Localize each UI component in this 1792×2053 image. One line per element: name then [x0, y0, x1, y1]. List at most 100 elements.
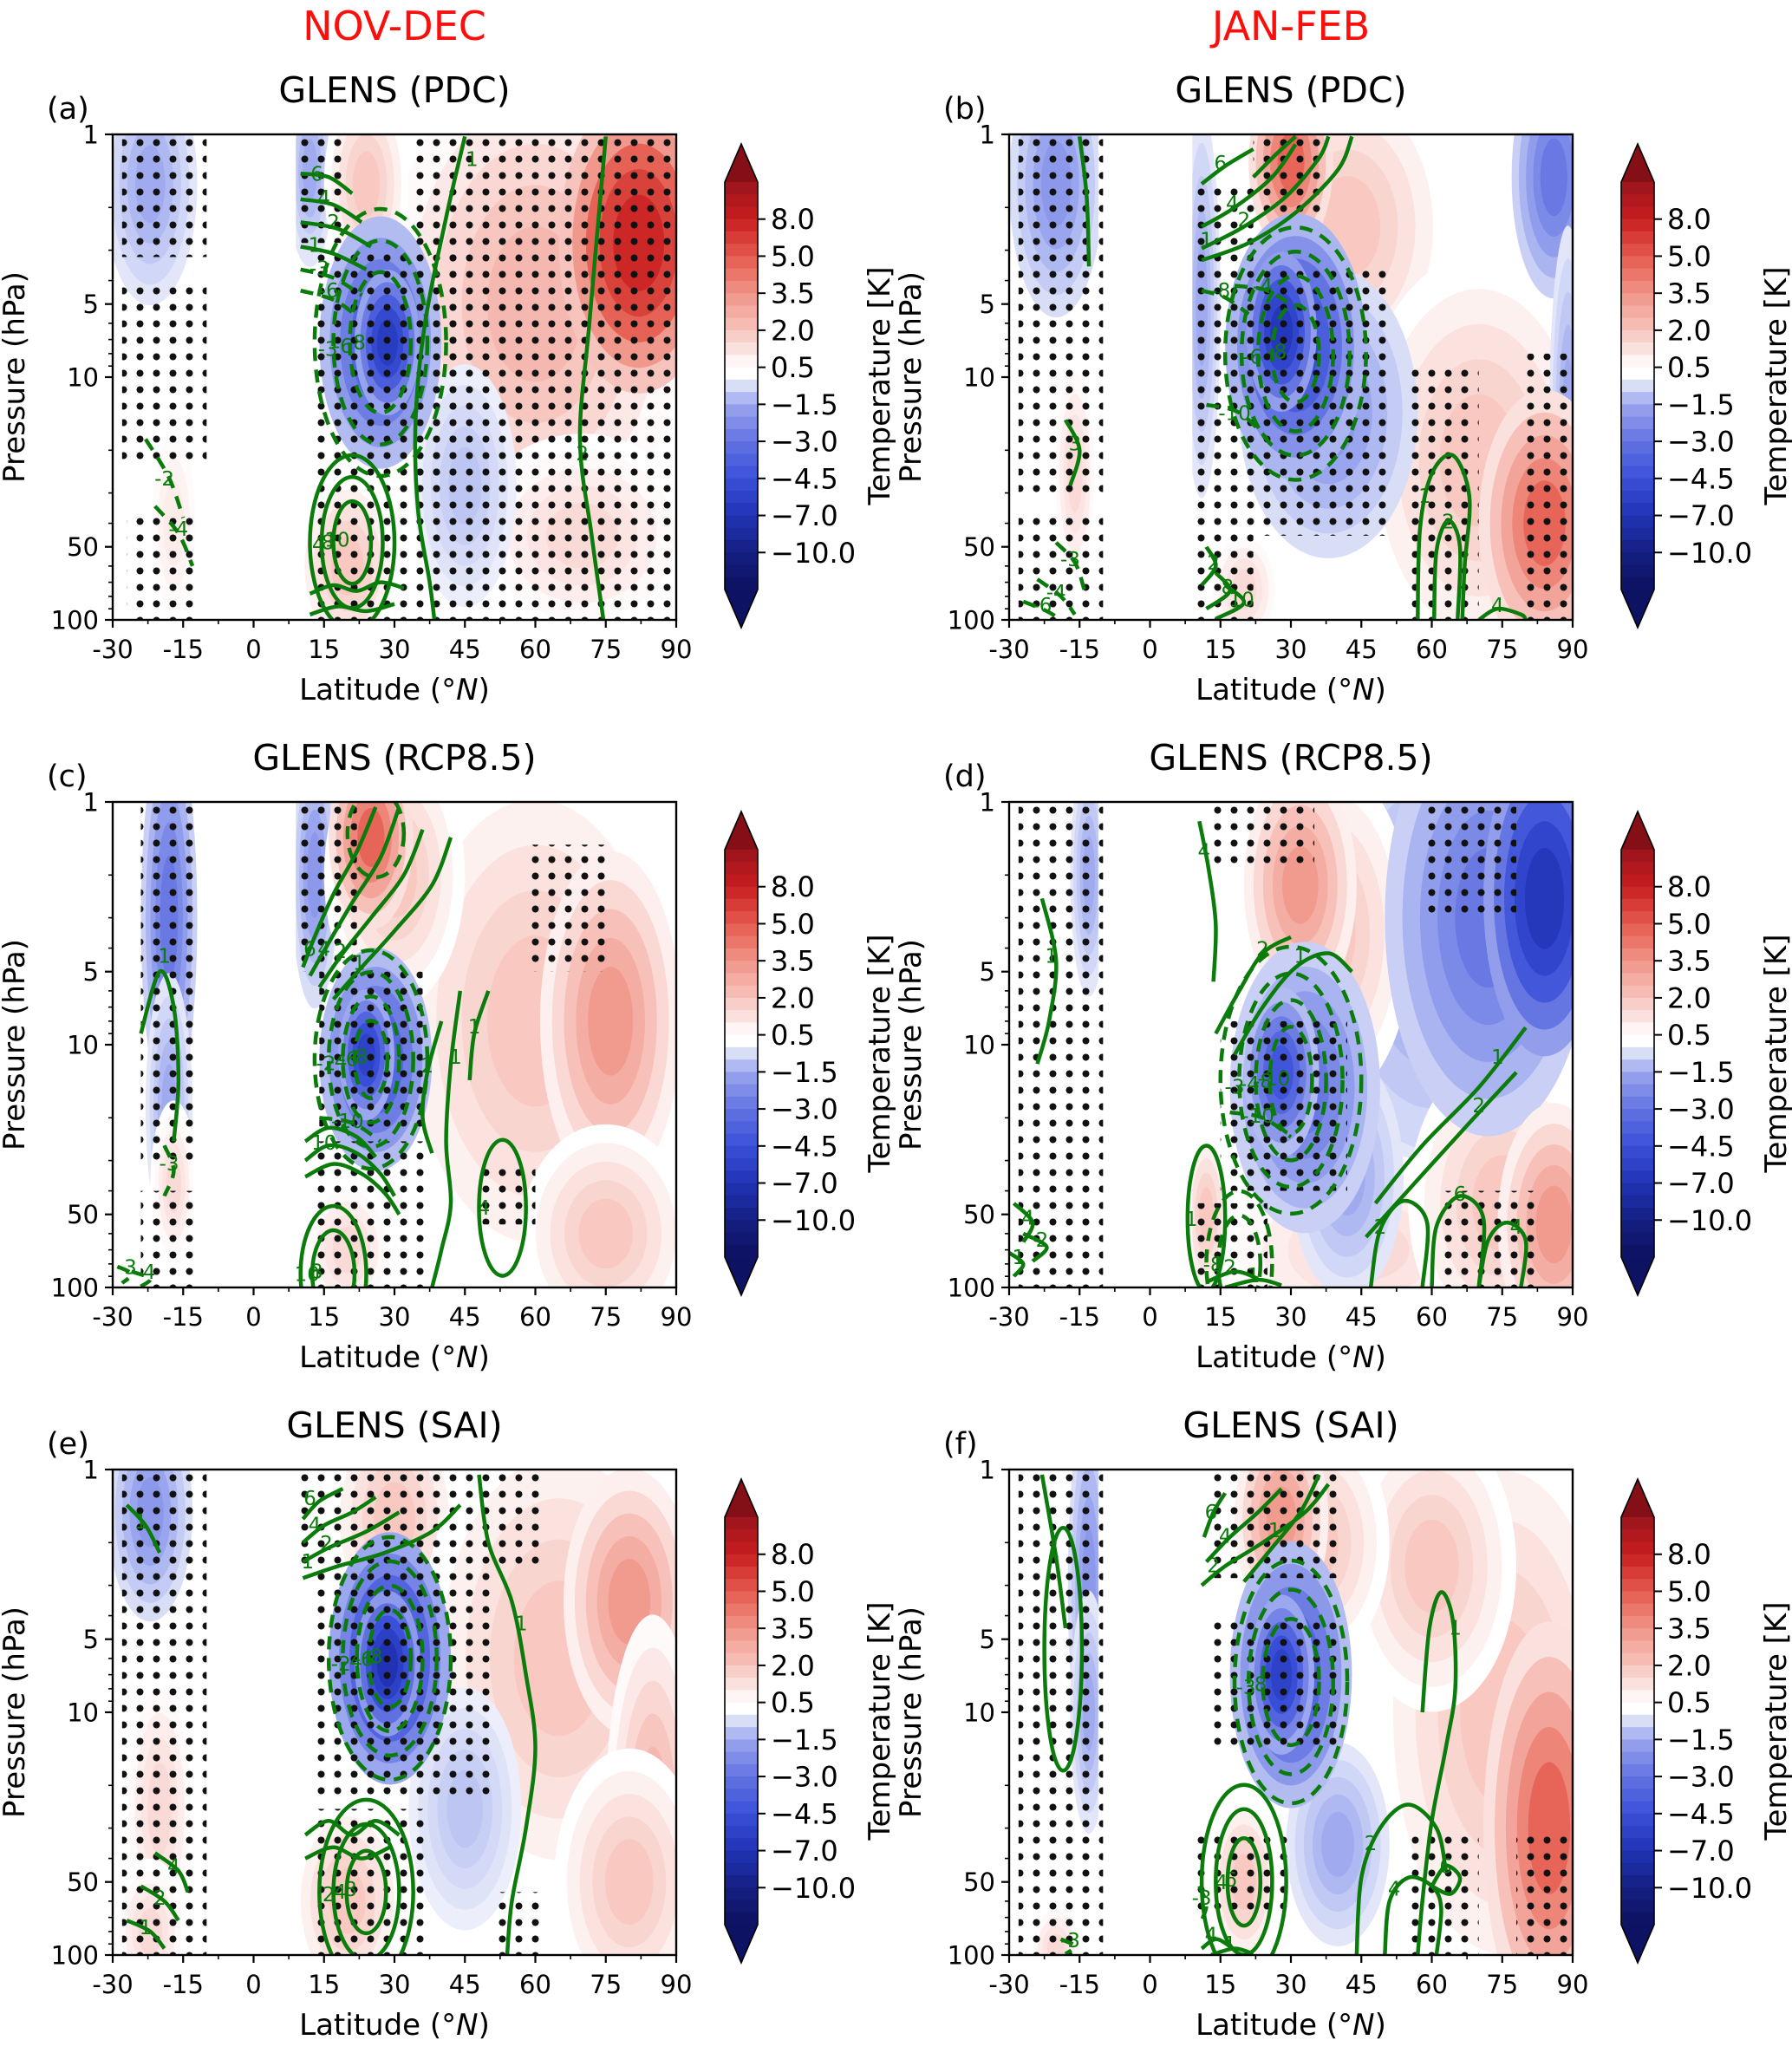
svg-text:60: 60	[519, 1302, 551, 1332]
svg-text:10: 10	[963, 1698, 995, 1727]
svg-text:50: 50	[963, 532, 995, 562]
svg-text:-3: -3	[1225, 1076, 1245, 1098]
svg-text:2.0: 2.0	[1667, 981, 1711, 1014]
svg-text:-6: -6	[354, 1648, 374, 1671]
wind-contour-layer	[143, 135, 608, 620]
svg-text:1: 1	[83, 1455, 99, 1484]
svg-text:5: 5	[83, 1625, 99, 1654]
svg-text:30: 30	[1275, 1302, 1307, 1332]
svg-text:6: 6	[1439, 1856, 1452, 1879]
masked-latitude-band	[1098, 802, 1193, 1287]
svg-text:1: 1	[980, 1455, 995, 1484]
svg-text:-8: -8	[346, 332, 366, 355]
x-axis-label: Latitude (°N)	[299, 1340, 490, 1375]
svg-text:1: 1	[1268, 1520, 1281, 1542]
svg-text:2: 2	[1442, 512, 1455, 534]
svg-text:8: 8	[1222, 577, 1235, 599]
svg-text:−1.5: −1.5	[1667, 388, 1735, 421]
svg-text:100: 100	[948, 1940, 995, 1970]
svg-text:30: 30	[379, 1302, 411, 1332]
svg-text:0: 0	[1142, 635, 1157, 664]
svg-text:5.0: 5.0	[1667, 908, 1711, 941]
svg-text:-6: -6	[1032, 595, 1052, 617]
svg-text:1: 1	[158, 946, 171, 968]
svg-text:100: 100	[948, 1273, 995, 1302]
panel-title: GLENS (SAI)	[1183, 1405, 1399, 1446]
svg-text:4: 4	[317, 187, 330, 210]
svg-text:1: 1	[515, 1613, 528, 1636]
svg-text:0: 0	[245, 1970, 261, 1999]
svg-text:2: 2	[421, 1055, 434, 1078]
svg-text:4: 4	[1205, 1924, 1218, 1946]
svg-text:-4: -4	[342, 1651, 362, 1673]
svg-text:-4: -4	[168, 518, 188, 541]
panel-letter: (a)	[47, 92, 89, 127]
svg-text:90: 90	[1557, 1970, 1589, 1999]
colorbar-label: Temperature [K]	[1759, 1601, 1792, 1841]
svg-text:45: 45	[1346, 1302, 1378, 1332]
svg-text:30: 30	[379, 1970, 411, 1999]
svg-text:2.0: 2.0	[771, 314, 815, 347]
y-axis-label: Pressure (hPa)	[0, 1607, 32, 1818]
x-axis-label: Latitude (°N)	[1196, 1340, 1386, 1375]
svg-text:10: 10	[67, 1698, 99, 1727]
svg-text:-15: -15	[163, 1302, 204, 1332]
svg-text:2.0: 2.0	[1667, 1649, 1711, 1682]
svg-text:-3: -3	[1236, 1677, 1256, 1699]
svg-text:1: 1	[468, 1016, 481, 1039]
svg-text:3.5: 3.5	[1667, 277, 1711, 310]
svg-text:2: 2	[1223, 1256, 1236, 1279]
svg-text:100: 100	[51, 1273, 99, 1302]
masked-latitude-band	[201, 134, 296, 620]
svg-text:45: 45	[449, 635, 481, 664]
colorbar-label: Temperature [K]	[1759, 266, 1792, 505]
svg-text:1: 1	[1294, 946, 1307, 968]
svg-text:10: 10	[295, 1263, 320, 1286]
svg-text:5.0: 5.0	[771, 908, 815, 941]
svg-text:−3.0: −3.0	[771, 1093, 838, 1126]
svg-text:8.0: 8.0	[1667, 870, 1711, 903]
svg-text:10: 10	[324, 530, 349, 552]
svg-text:-6: -6	[333, 336, 353, 358]
svg-text:8.0: 8.0	[771, 870, 815, 903]
svg-text:−4.5: −4.5	[1667, 1130, 1735, 1163]
svg-text:3.5: 3.5	[771, 1613, 815, 1646]
svg-text:15: 15	[1204, 1302, 1236, 1332]
panel-title: GLENS (SAI)	[286, 1405, 503, 1446]
stippling-layer	[1018, 802, 1535, 1287]
svg-text:4: 4	[1491, 595, 1504, 617]
svg-text:30: 30	[1275, 1970, 1307, 1999]
colorbar: 8.0 5.0 3.52.0 0.5 −1.5 −3.0−4.5 −7.0 −10.0Temp…	[724, 1476, 896, 1965]
svg-text:2: 2	[1036, 1229, 1049, 1252]
svg-text:-4: -4	[1240, 1073, 1260, 1096]
svg-text:−10.0: −10.0	[771, 1204, 856, 1237]
wind-contour-layer	[1009, 820, 1528, 1287]
svg-text:0.5: 0.5	[1667, 351, 1711, 384]
svg-text:1: 1	[1247, 1265, 1260, 1287]
svg-text:4: 4	[1215, 1872, 1228, 1894]
panel-letter: (d)	[943, 759, 987, 794]
svg-text:1: 1	[83, 120, 99, 149]
svg-text:10: 10	[67, 1030, 99, 1059]
svg-text:10: 10	[311, 1132, 336, 1155]
svg-text:4: 4	[167, 1856, 180, 1879]
svg-text:4: 4	[334, 1881, 347, 1904]
svg-text:0.5: 0.5	[771, 351, 815, 384]
svg-text:−10.0: −10.0	[1667, 1204, 1752, 1237]
panel-a: (a) GLENS (PDC) -3 -6 -8 4 8 10 1 2 6 4 2 1 -3 -6 -2 -4…	[0, 52, 896, 720]
svg-text:4: 4	[1226, 192, 1239, 215]
svg-text:4: 4	[1510, 1216, 1523, 1239]
svg-text:75: 75	[1486, 1302, 1518, 1332]
svg-text:8.0: 8.0	[1667, 203, 1711, 236]
svg-text:-4: -4	[135, 1261, 155, 1284]
svg-text:-30: -30	[988, 635, 1029, 664]
svg-text:−7.0: −7.0	[771, 1835, 838, 1867]
